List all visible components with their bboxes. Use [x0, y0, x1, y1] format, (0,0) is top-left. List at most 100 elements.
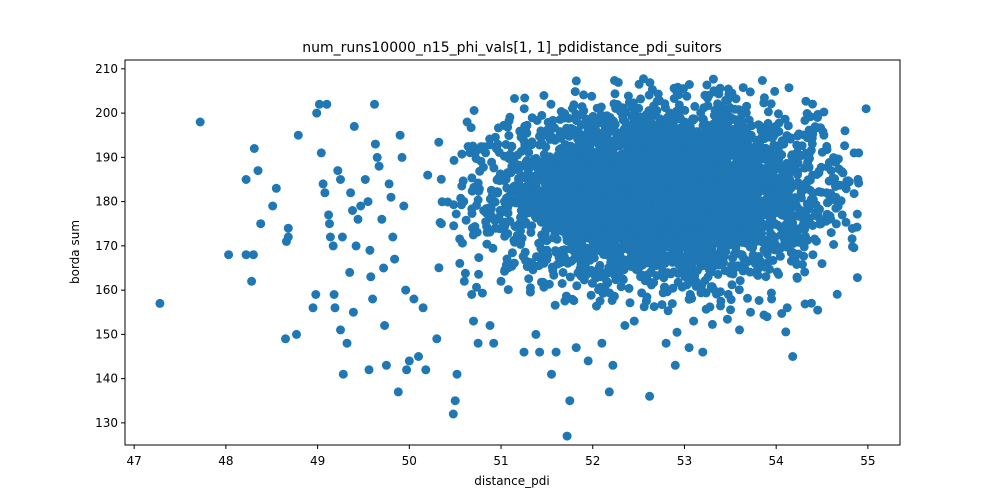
scatter-point: [734, 285, 744, 295]
scatter-point: [799, 181, 809, 191]
scatter-point: [849, 243, 859, 253]
scatter-point: [682, 280, 692, 290]
scatter-point: [618, 115, 628, 125]
scatter-point: [460, 268, 470, 278]
scatter-point: [640, 174, 650, 184]
scatter-point: [723, 95, 733, 105]
scatter-point: [530, 193, 540, 202]
scatter-point: [803, 202, 813, 212]
scatter-point: [468, 230, 478, 240]
scatter-point: [624, 98, 634, 107]
scatter-point: [672, 327, 682, 337]
scatter-point: [535, 140, 545, 150]
scatter-point: [467, 209, 477, 218]
scatter-point: [680, 105, 690, 115]
scatter-point: [525, 283, 535, 293]
scatter-point: [566, 231, 576, 241]
scatter-point: [773, 109, 783, 119]
scatter-point: [743, 293, 752, 303]
scatter-point: [503, 229, 513, 239]
scatter-point: [627, 111, 637, 121]
scatter-point: [477, 288, 487, 298]
scatter-point: [570, 87, 580, 97]
scatter-point: [587, 214, 597, 224]
scatter-point: [781, 327, 791, 337]
scatter-point: [806, 298, 816, 308]
scatter-point: [800, 267, 810, 277]
scatter-point: [740, 219, 750, 229]
scatter-point: [571, 127, 581, 137]
scatter-point: [707, 319, 717, 329]
scatter-point: [472, 200, 481, 210]
scatter-point: [742, 101, 752, 111]
scatter-point: [582, 252, 592, 262]
scatter-point: [487, 157, 497, 167]
scatter-point: [571, 76, 581, 86]
scatter-point: [719, 188, 729, 198]
scatter-point: [770, 245, 780, 255]
scatter-point: [530, 172, 540, 182]
scatter-point: [693, 266, 702, 275]
scatter-point: [770, 218, 779, 228]
scatter-point: [768, 132, 778, 142]
scatter-point: [540, 130, 550, 140]
scatter-point: [532, 252, 541, 262]
scatter-point: [434, 137, 444, 147]
scatter-point: [731, 94, 741, 104]
scatter-point: [741, 150, 751, 160]
scatter-point: [690, 101, 700, 111]
scatter-point: [747, 176, 756, 186]
scatter-point: [751, 228, 761, 238]
scatter-point: [713, 269, 723, 279]
scatter-point: [504, 116, 514, 126]
scatter-point: [579, 90, 589, 100]
scatter-point: [736, 167, 745, 177]
scatter-point: [436, 174, 446, 184]
scatter-point: [610, 89, 620, 99]
scatter-point: [673, 269, 683, 278]
scatter-point: [611, 216, 621, 226]
scatter-point: [514, 177, 523, 187]
scatter-point: [620, 127, 630, 137]
scatter-point: [645, 78, 655, 88]
scatter-point: [646, 117, 656, 127]
scatter-point: [629, 316, 639, 326]
scatter-point: [494, 212, 504, 222]
scatter-point: [707, 282, 717, 292]
scatter-point: [774, 127, 784, 137]
scatter-point: [609, 291, 619, 301]
scatter-point: [546, 99, 556, 109]
scatter-point: [634, 79, 644, 89]
scatter-point: [583, 186, 592, 196]
scatter-point: [814, 212, 823, 222]
scatter-point: [626, 253, 636, 263]
scatter-point: [457, 200, 466, 210]
scatter-point: [808, 99, 817, 109]
scatter-point: [723, 289, 733, 299]
scatter-point: [513, 150, 523, 160]
scatter-point: [502, 183, 512, 193]
scatter-point: [705, 137, 715, 147]
scatter-point: [609, 99, 619, 109]
scatter-point: [708, 234, 717, 244]
scatter-point: [495, 205, 505, 215]
scatter-point: [654, 125, 664, 135]
scatter-point: [558, 268, 568, 277]
scatter-point: [628, 130, 638, 140]
scatter-point: [782, 196, 792, 206]
scatter-point: [852, 222, 862, 232]
scatter-point: [649, 302, 659, 312]
scatter-point: [800, 115, 810, 125]
scatter-point: [588, 111, 598, 121]
scatter-point: [829, 240, 839, 249]
scatter-point: [654, 192, 664, 202]
scatter-point: [610, 229, 620, 239]
scatter-point: [642, 192, 652, 202]
scatter-point: [692, 144, 702, 154]
scatter-point: [443, 197, 453, 207]
scatter-point: [730, 207, 740, 217]
scatter-point: [656, 178, 666, 188]
scatter-point: [625, 298, 635, 308]
scatter-point: [516, 238, 526, 247]
